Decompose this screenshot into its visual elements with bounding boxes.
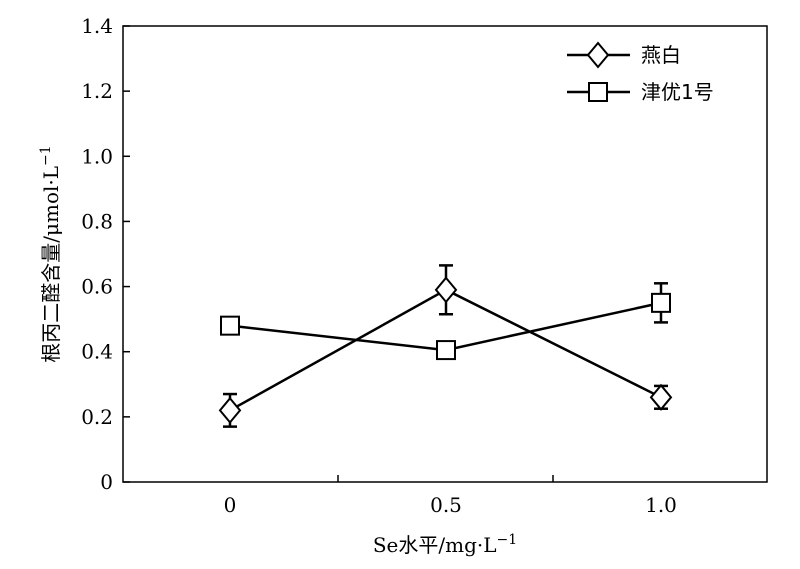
data-point	[651, 292, 671, 313]
y-tick-label: 0.2	[81, 405, 113, 429]
legend-label: 津优1号	[641, 80, 714, 104]
plot-frame	[122, 25, 768, 483]
series-1	[218, 264, 673, 428]
legend-marker	[588, 82, 608, 102]
legend-item: 燕白	[567, 41, 681, 69]
x-axis: 0 0.5 1.0	[224, 475, 677, 517]
y-axis-label: 根丙二醛含量/μmol·L−1	[38, 145, 63, 362]
series-2	[220, 282, 671, 361]
y-tick-label: 0.6	[81, 275, 113, 299]
legend-label: 燕白	[641, 43, 681, 67]
plot-area	[122, 25, 768, 483]
legend-item: 津优1号	[567, 80, 714, 104]
y-tick-label: 1.0	[81, 144, 113, 168]
data-point	[218, 396, 242, 424]
data-point	[649, 383, 673, 411]
y-axis-label-unit-exponent: −1	[38, 145, 54, 166]
x-axis-label: Se水平/mg·L−1	[373, 532, 517, 557]
y-tick-label: 1.2	[81, 79, 113, 103]
x-axis-label-main: Se水平/mg·L	[373, 533, 497, 557]
y-axis-label-main: 根丙二醛含量/μmol·L	[39, 166, 63, 363]
x-tick-label: 0	[224, 493, 237, 517]
x-tick-label: 0.5	[430, 493, 462, 517]
data-point	[436, 340, 456, 361]
y-axis: 0 0.2 0.4 0.6 0.8 1.0 1.2 1.4	[81, 14, 130, 494]
y-tick-label: 0.4	[81, 340, 113, 364]
data-point	[434, 276, 458, 304]
series-layer	[218, 264, 673, 428]
x-axis-label-unit-exponent: −1	[497, 532, 518, 548]
x-tick-label: 1.0	[645, 493, 677, 517]
y-tick-label: 0	[100, 470, 113, 494]
y-tick-label: 0.8	[81, 209, 113, 233]
y-tick-label: 1.4	[81, 14, 113, 38]
data-point	[220, 315, 240, 336]
legend-marker	[586, 41, 610, 69]
